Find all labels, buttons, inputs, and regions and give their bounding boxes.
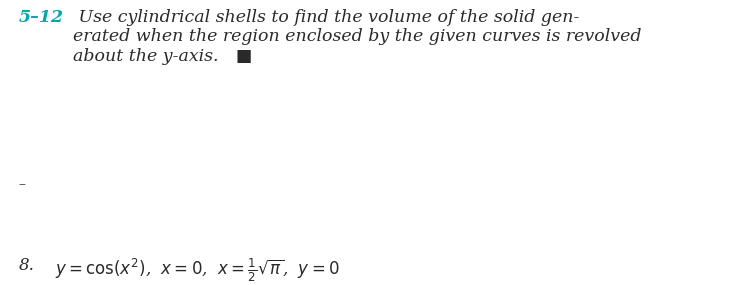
Text: 8.: 8.	[19, 256, 34, 274]
Text: –: –	[19, 177, 25, 191]
Text: Use cylindrical shells to find the volume of the solid gen-
erated when the regi: Use cylindrical shells to find the volum…	[73, 9, 641, 65]
Text: 5–12: 5–12	[19, 9, 64, 26]
Text: $y = \cos(x^2)$,  $x = 0$,  $x = \frac{1}{2}\sqrt{\pi}$,  $y = 0$: $y = \cos(x^2)$, $x = 0$, $x = \frac{1}{…	[50, 256, 340, 284]
